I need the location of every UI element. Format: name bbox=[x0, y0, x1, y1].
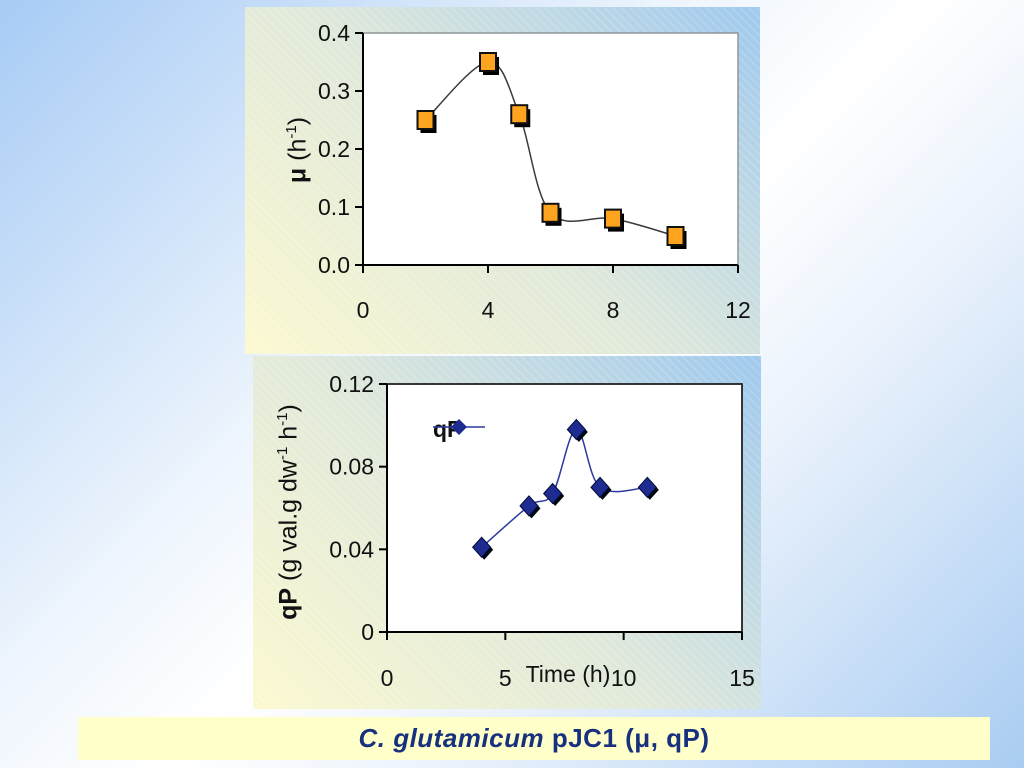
mu-y-axis-label: μ (h-1) bbox=[272, 20, 312, 280]
y-tick-label: 0.4 bbox=[318, 20, 350, 46]
axis-label-text: μ bbox=[283, 167, 312, 184]
data-point bbox=[542, 482, 563, 505]
y-tick-label: 0.1 bbox=[318, 194, 350, 220]
qp-chart: 0 5 10 15 0 0.04 0.08 0.12 bbox=[329, 371, 755, 691]
data-point bbox=[479, 52, 497, 72]
data-point bbox=[566, 418, 587, 441]
data-point bbox=[519, 495, 539, 517]
qp-chart-panel: 0 5 10 15 0 0.04 0.08 0.12 qP (g val.g dw-1 h-1… bbox=[253, 356, 761, 709]
y-tick-label: 0.08 bbox=[329, 454, 374, 480]
data-point bbox=[590, 476, 610, 499]
axis-label-text: (h bbox=[283, 138, 312, 168]
qp-y-axis-label: qP (g val.g dw-1 h-1) bbox=[263, 342, 303, 682]
y-tick-label: 0.3 bbox=[318, 78, 350, 104]
y-tick-label: 0.0 bbox=[318, 252, 350, 278]
axis-label-text: h bbox=[274, 425, 303, 447]
axis-label-superscript: -1 bbox=[274, 446, 291, 461]
x-tick-label: 8 bbox=[607, 297, 620, 323]
caption-species-name: C. glutamicum bbox=[358, 723, 545, 753]
data-point bbox=[604, 208, 622, 229]
x-tick-label: 4 bbox=[482, 297, 495, 323]
axis-label-text: ) bbox=[283, 116, 312, 126]
axis-label-text: (g val.g dw bbox=[274, 460, 303, 588]
data-point bbox=[416, 110, 435, 130]
data-point bbox=[471, 536, 492, 559]
caption-bar: C. glutamicum pJC1 (μ, qP) bbox=[78, 717, 990, 760]
data-point bbox=[541, 202, 560, 223]
data-point bbox=[666, 226, 685, 246]
axis-label-text: qP bbox=[274, 587, 303, 620]
qp-legend: qP bbox=[433, 416, 485, 443]
caption-rest: pJC1 (μ, qP) bbox=[544, 723, 710, 753]
plot-area bbox=[387, 384, 742, 632]
data-point bbox=[510, 104, 529, 125]
x-tick-label: 12 bbox=[725, 297, 751, 323]
x-tick-label: 0 bbox=[357, 297, 370, 323]
plot-frame bbox=[363, 32, 739, 265]
x-tick-label: 15 bbox=[729, 665, 755, 691]
y-tick-label: 0.2 bbox=[318, 136, 350, 162]
x-tick-label: 10 bbox=[611, 665, 637, 691]
x-tick-label: 0 bbox=[381, 665, 394, 691]
y-tick-label: 0.12 bbox=[329, 371, 374, 397]
data-point bbox=[637, 476, 658, 499]
axis-label-text: ) bbox=[274, 404, 303, 413]
x-tick-label: 5 bbox=[499, 665, 512, 691]
y-tick-label: 0 bbox=[361, 619, 374, 645]
y-tick-label: 0.04 bbox=[329, 536, 374, 562]
qp-legend-marker-icon bbox=[433, 419, 485, 435]
axis-label-superscript: -1 bbox=[274, 412, 291, 426]
axis-label-superscript: -1 bbox=[283, 125, 300, 139]
mu-chart-panel: 0 4 8 12 0.0 0.1 0.2 0.3 0.4 μ (h-1) bbox=[245, 7, 760, 354]
mu-chart: 0 4 8 12 0.0 0.1 0.2 0.3 0.4 bbox=[318, 20, 751, 323]
qp-x-axis-label: Time (h) bbox=[525, 661, 611, 687]
